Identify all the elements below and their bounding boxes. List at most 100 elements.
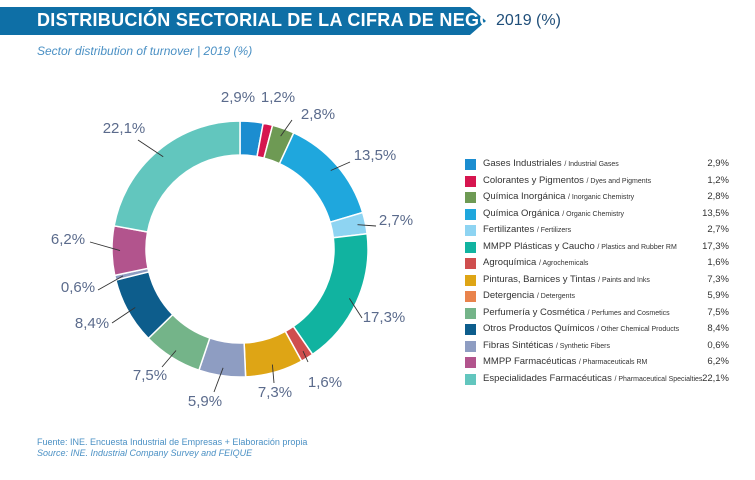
- legend-value: 7,5%: [707, 306, 729, 318]
- legend-item: Perfumería y Cosmética / Perfumes and Co…: [465, 306, 737, 323]
- data-label: 7,5%: [133, 367, 167, 384]
- legend-label: Detergencia / Detergents: [483, 290, 576, 301]
- header-bar: [0, 7, 470, 35]
- leader-line: [280, 119, 293, 137]
- legend-value: 2,8%: [707, 191, 729, 202]
- legend-item: Química Orgánica / Organic Chemistry 13,5…: [465, 207, 737, 224]
- leader-line: [111, 307, 136, 324]
- data-label: 8,4%: [75, 315, 109, 332]
- legend-label-en: / Industrial Gases: [564, 161, 619, 168]
- donut-slice: [292, 232, 369, 356]
- data-label: 0,6%: [61, 279, 95, 296]
- legend-item: Pinturas, Barnices y Tintas / Paints and…: [465, 273, 737, 290]
- legend-swatch: [465, 340, 476, 352]
- legend-label-en: / Paints and Inks: [598, 276, 650, 284]
- legend-swatch: [465, 175, 476, 187]
- legend-label: Química Inorgánica / Inorganic Chemistry: [483, 191, 635, 202]
- legend-label: Gases Industriales / Industrial Gases: [483, 158, 619, 169]
- header: DISTRIBUCIÓN SECTORIAL DE LA CIFRA DE NE…: [0, 7, 755, 35]
- legend-label-en: / Fertilizers: [536, 227, 572, 234]
- source-en: Source: INE. Industrial Company Survey a…: [37, 448, 253, 458]
- legend-swatch: [465, 258, 476, 269]
- legend-label-en: / Dyes and Pigments: [586, 177, 652, 185]
- legend-label-en: / Perfumes and Cosmetics: [587, 309, 670, 317]
- leader-line: [302, 350, 309, 363]
- legend-swatch: [465, 192, 476, 203]
- legend-item: MMPP Farmacéuticas / Pharmaceuticals RM 6…: [465, 355, 737, 372]
- legend-swatch: [465, 324, 476, 335]
- data-label: 17,3%: [363, 309, 406, 326]
- donut-slice: [278, 131, 364, 224]
- leader-line: [271, 364, 275, 384]
- donut-slice: [111, 224, 149, 277]
- data-label: 7,3%: [258, 384, 292, 401]
- legend-swatch: [465, 208, 476, 220]
- legend-swatch: [465, 241, 476, 253]
- chart-title: DISTRIBUCIÓN SECTORIAL DE LA CIFRA DE NE…: [37, 10, 539, 30]
- legend-label: Colorantes y Pigmentos / Dyes and Pigmen…: [483, 174, 652, 186]
- legend-label: Especialidades Farmacéuticas / Pharmaceu…: [483, 372, 703, 384]
- legend-item: Fibras Sintéticas / Synthetic Fibers 0,6%: [465, 339, 737, 356]
- data-label: 5,9%: [188, 393, 222, 410]
- legend-label: Perfumería y Cosmética / Perfumes and Co…: [483, 306, 670, 318]
- legend-label: MMPP Farmacéuticas / Pharmaceuticals RM: [483, 356, 648, 367]
- legend-value: 2,9%: [707, 158, 729, 169]
- legend-label-en: / Plastics and Rubber RM: [597, 243, 677, 251]
- legend-value: 1,6%: [707, 257, 729, 268]
- legend-swatch: [465, 274, 476, 286]
- legend-item: Otros Productos Químicos / Other Chemica…: [465, 322, 737, 339]
- legend-swatch: [465, 307, 476, 319]
- legend-value: 8,4%: [707, 323, 729, 334]
- legend-value: 1,2%: [707, 174, 729, 186]
- legend-label: Fibras Sintéticas / Synthetic Fibers: [483, 339, 610, 351]
- donut-chart: 2,9% 1,2% 2,8% 13,5% 2,7% 17,3% 1,6% 7,3% 5,9% 7,…: [51, 89, 413, 410]
- legend-value: 17,3%: [702, 240, 729, 252]
- data-label: 1,2%: [261, 89, 295, 106]
- legend-item: Fertilizantes / Fertilizers 2,7%: [465, 223, 737, 240]
- legend-label-en: / Pharmaceuticals RM: [578, 359, 648, 366]
- header-arrow: [470, 7, 486, 35]
- legend-value: 5,9%: [707, 290, 729, 301]
- legend-item: Detergencia / Detergents 5,9%: [465, 289, 737, 306]
- legend-label: Química Orgánica / Organic Chemistry: [483, 207, 625, 219]
- source-es: Fuente: INE. Encuesta Industrial de Empr…: [37, 437, 308, 447]
- legend-label: Pinturas, Barnices y Tintas / Paints and…: [483, 273, 650, 285]
- leader-line: [137, 139, 164, 158]
- legend-label: Fertilizantes / Fertilizers: [483, 224, 572, 235]
- data-label: 2,9%: [221, 89, 255, 106]
- legend-item: Agroquímica / Agrochemicals 1,6%: [465, 256, 737, 273]
- source-note: Fuente: INE. Encuesta Industrial de Empr…: [37, 437, 307, 459]
- legend-swatch: [465, 225, 476, 236]
- legend-value: 0,6%: [707, 339, 729, 351]
- legend-swatch: [465, 291, 476, 302]
- leader-line: [348, 298, 363, 319]
- legend-item: Especialidades Farmacéuticas / Pharmaceu…: [465, 372, 737, 389]
- chart-subtitle: Sector distribution of turnover | 2019 (…: [37, 44, 253, 58]
- legend-label-en: / Other Chemical Products: [597, 326, 680, 333]
- legend-value: 22,1%: [702, 372, 729, 384]
- legend-label-en: / Agrochemicals: [538, 260, 589, 267]
- leader-line: [330, 161, 351, 171]
- legend-item: MMPP Plásticas y Caucho / Plastics and R…: [465, 240, 737, 257]
- data-label: 13,5%: [354, 147, 397, 164]
- legend-swatch: [465, 159, 476, 170]
- data-label: 22,1%: [103, 120, 146, 137]
- donut-slice: [113, 120, 241, 233]
- leader-line: [161, 350, 177, 368]
- legend-label-en: / Inorganic Chemistry: [568, 194, 635, 201]
- legend-item: Colorantes y Pigmentos / Dyes and Pigmen…: [465, 174, 737, 191]
- legend-label-en: / Organic Chemistry: [562, 210, 625, 218]
- leader-line: [89, 241, 121, 251]
- legend-swatch: [465, 357, 476, 368]
- legend-swatch: [465, 373, 476, 385]
- leader-line: [97, 275, 124, 291]
- legend-item: Química Inorgánica / Inorganic Chemistry…: [465, 190, 737, 207]
- leader-line: [357, 224, 377, 227]
- legend-value: 6,2%: [707, 356, 729, 367]
- legend-item: Gases Industriales / Industrial Gases 2,9…: [465, 157, 737, 174]
- data-label: 1,6%: [308, 374, 342, 391]
- legend-value: 7,3%: [707, 273, 729, 285]
- legend-label-en: / Synthetic Fibers: [555, 342, 610, 350]
- legend-label: Agroquímica / Agrochemicals: [483, 257, 589, 268]
- legend-label-en: / Detergents: [536, 293, 576, 300]
